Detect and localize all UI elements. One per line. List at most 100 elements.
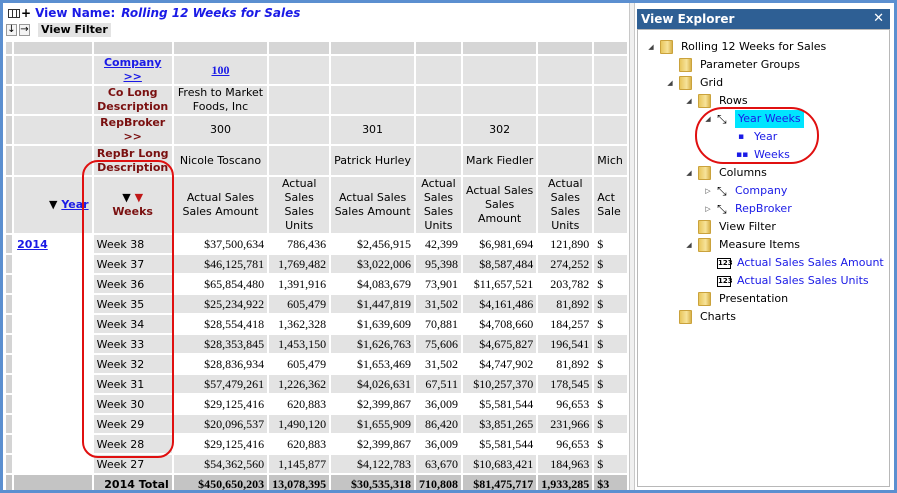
total-cell: $30,535,318 [331, 475, 414, 490]
arrow-right-icon[interactable]: → [19, 24, 30, 36]
blank-cell [415, 146, 461, 177]
tree-item-measure-items[interactable]: ◢ Measure Items [684, 236, 800, 254]
expanded-triangle-icon[interactable]: ◢ [686, 97, 692, 105]
view-name-value: Rolling 12 Weeks for Sales [121, 6, 301, 20]
value-cell: $3,022,006 [331, 255, 414, 275]
repbroker-value: 301 [331, 116, 414, 146]
filter-icon[interactable]: ▼ [134, 191, 144, 204]
repbr-long-label: RepBr Long Description [93, 146, 172, 177]
tree-item-presentation[interactable]: Presentation [684, 290, 788, 308]
row-gutter [6, 415, 13, 435]
value-cell: 786,436 [269, 235, 330, 255]
arrow-down-icon[interactable]: ↓ [6, 24, 17, 36]
value-cell: $2,399,867 [331, 395, 414, 415]
tree-item-repbroker[interactable]: ▷ ⤡ RepBroker [703, 200, 791, 218]
value-cell: $ [594, 375, 627, 395]
sort-down-icon[interactable]: ▼ [49, 198, 62, 211]
grid-row: Week 36 $65,854,480 1,391,916 $4,083,679 73,… [6, 275, 627, 295]
tree-item-company[interactable]: ▷ ⤡ Company [703, 182, 787, 200]
tree-item-parameter-groups[interactable]: Parameter Groups [665, 56, 800, 74]
grid-row: Week 27 $54,362,560 1,145,877 $4,122,783 63,… [6, 455, 627, 475]
blank-cell [415, 86, 461, 116]
close-icon[interactable]: ✕ [873, 11, 884, 26]
tree-item-charts[interactable]: Charts [665, 308, 736, 326]
toolbar: ↓ → View Filter [6, 23, 111, 37]
expanded-triangle-icon[interactable]: ◢ [686, 241, 692, 249]
tree-item-rolling-12-weeks-for-sales[interactable]: ◢ Rolling 12 Weeks for Sales [646, 38, 826, 56]
tree-item-year[interactable]: ▪ Year [722, 128, 777, 146]
company-value-link[interactable]: 100 [211, 62, 230, 77]
value-cell: $ [594, 395, 627, 415]
tree-item-columns[interactable]: ◢ Columns [684, 164, 767, 182]
value-cell: $ [594, 415, 627, 435]
value-cell: 63,670 [415, 455, 461, 475]
view-name-label: View Name: [35, 6, 116, 20]
year-value-link[interactable]: 2014 [17, 237, 48, 251]
value-cell: 70,881 [415, 315, 461, 335]
blank-cell [331, 56, 414, 86]
add-icon[interactable]: + [21, 6, 32, 20]
blank-cell [462, 56, 537, 86]
blank-cell [594, 56, 627, 86]
value-cell: $ [594, 255, 627, 275]
total-cell: 710,808 [415, 475, 461, 490]
value-cell: $3,851,265 [462, 415, 537, 435]
grid-row: RepBroker >> 300 301 302 [6, 116, 627, 146]
value-cell: $4,122,783 [331, 455, 414, 475]
value-cell: $ [594, 275, 627, 295]
tree-item-weeks[interactable]: ▪▪ Weeks [722, 146, 790, 164]
week-cell: Week 37 [93, 255, 172, 275]
value-cell: $10,683,421 [462, 455, 537, 475]
measure-header: Actual Sales Sales Units [415, 177, 461, 235]
value-cell: $1,655,909 [331, 415, 414, 435]
tree-item-year-weeks[interactable]: ◢ ⤡ Year Weeks [703, 110, 804, 128]
grid-row: 2014 Week 38 $37,500,634 786,436 $2,456,915 4… [6, 235, 627, 255]
tree-item-label: Rolling 12 Weeks for Sales [681, 40, 827, 53]
column-header-cell [538, 42, 593, 56]
value-cell: $ [594, 435, 627, 455]
tree-item-rows[interactable]: ◢ Rows [684, 92, 748, 110]
year-cell [14, 255, 92, 275]
value-cell: $46,125,781 [173, 255, 268, 275]
tree-item-view-filter[interactable]: View Filter [684, 218, 776, 236]
week-cell: Week 32 [93, 355, 172, 375]
folder-icon [698, 292, 711, 306]
expanded-triangle-icon[interactable]: ◢ [686, 169, 692, 177]
pane-splitter[interactable] [629, 3, 635, 490]
repbr-name: Mark Fiedler [462, 146, 537, 177]
level-one-icon: ▪ [737, 132, 745, 142]
company-label-cell: Company >> [93, 56, 172, 86]
view-filter-button[interactable]: View Filter [38, 23, 111, 37]
grid-row: Week 33 $28,353,845 1,453,150 $1,626,763 75,… [6, 335, 627, 355]
row-gutter [6, 455, 13, 475]
year-cell [14, 335, 92, 355]
dimension-hierarchy-icon: ⤡ [717, 183, 727, 198]
company-link[interactable]: Company >> [103, 56, 162, 83]
tree-item-actual-sales-sales-amount[interactable]: 123 Actual Sales Sales Amount [703, 254, 884, 272]
value-cell: 1,391,916 [269, 275, 330, 295]
tree-item-grid[interactable]: ◢ Grid [665, 74, 723, 92]
tree-item-label: Company [735, 184, 788, 197]
sort-down-icon[interactable]: ▼ [122, 191, 135, 204]
row-gutter [6, 435, 13, 455]
collapsed-triangle-icon[interactable]: ▷ [705, 205, 711, 213]
tree-item-actual-sales-sales-units[interactable]: 123 Actual Sales Sales Units [703, 272, 869, 290]
value-cell: 81,892 [538, 355, 593, 375]
dimension-hierarchy-icon: ⤡ [717, 201, 727, 216]
value-cell: $28,836,934 [173, 355, 268, 375]
grid-row [6, 42, 627, 56]
year-link[interactable]: Year [61, 198, 89, 211]
grid-icon[interactable] [8, 9, 20, 18]
row-gutter [6, 335, 13, 355]
folder-icon [698, 166, 711, 180]
value-cell: 605,479 [269, 355, 330, 375]
value-cell: $20,096,537 [173, 415, 268, 435]
value-cell: $37,500,634 [173, 235, 268, 255]
expanded-triangle-icon[interactable]: ◢ [705, 115, 711, 123]
expanded-triangle-icon[interactable]: ◢ [667, 79, 673, 87]
collapsed-triangle-icon[interactable]: ▷ [705, 187, 711, 195]
grid-row: Week 30 $29,125,416 620,883 $2,399,867 36,00… [6, 395, 627, 415]
expanded-triangle-icon[interactable]: ◢ [648, 43, 654, 51]
value-cell: $65,854,480 [173, 275, 268, 295]
total-cell: $450,650,203 [173, 475, 268, 490]
